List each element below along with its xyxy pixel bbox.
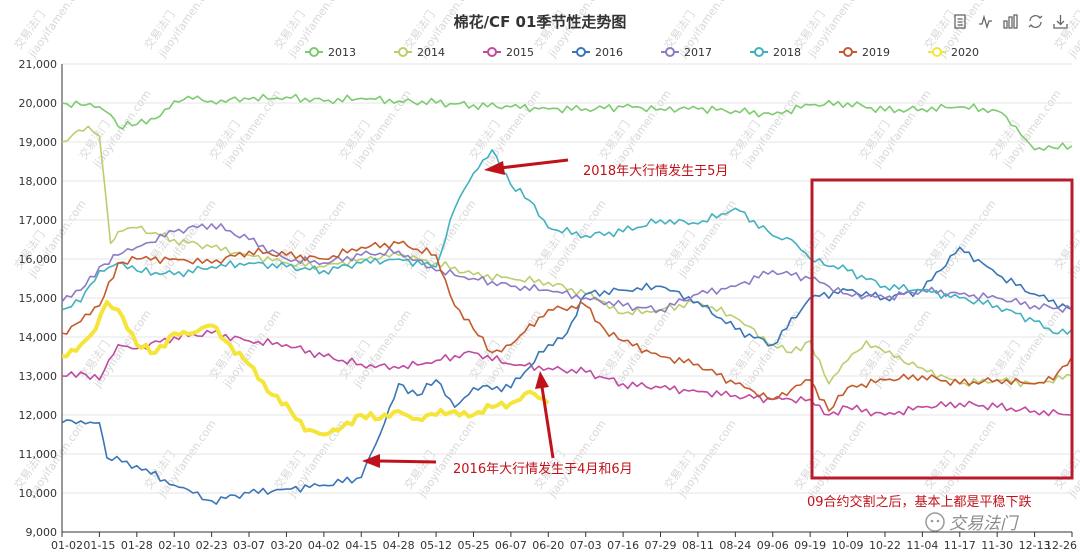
x-tick-label: 05-12 [420, 539, 452, 552]
save-icon[interactable] [1053, 15, 1068, 29]
legend[interactable]: 2013 2014 2015 2016 2017 2018 2019 2020 [305, 46, 979, 59]
series-line-2017 [61, 223, 1073, 314]
highlight-box [810, 178, 1074, 480]
legend-label: 2019 [862, 46, 890, 59]
x-tick-label: 09-06 [757, 539, 789, 552]
series-line-2019 [61, 240, 1073, 412]
y-tick-label: 19,000 [19, 136, 58, 149]
legend-label: 2014 [417, 46, 445, 59]
legend-marker [398, 47, 408, 57]
y-tick-label: 21,000 [19, 58, 58, 71]
legend-marker [576, 47, 586, 57]
logo: 交易法门 [925, 512, 1019, 534]
legend-label: 2018 [773, 46, 801, 59]
logo-text: 交易法门 [949, 514, 1019, 534]
x-tick-label: 10-22 [869, 539, 901, 552]
line-chart-icon[interactable] [979, 14, 992, 30]
annotation-arrow-2016-june [535, 371, 555, 459]
legend-marker [843, 47, 853, 57]
x-tick-label: 04-15 [345, 539, 377, 552]
legend-item-2017[interactable]: 2017 [661, 46, 712, 59]
annotation-2016: 2016年大行情发生于4月和6月 [453, 461, 633, 477]
grid-lines [62, 63, 1072, 533]
x-tick-label: 07-16 [607, 539, 639, 552]
y-tick-label: 17,000 [19, 214, 58, 227]
x-tick-label: 12-26 [1045, 539, 1077, 552]
chart-title: 棉花/CF 01季节性走势图 [454, 13, 627, 31]
annotation-delivery: 09合约交割之后，基本上都是平稳下跌 [807, 494, 1032, 510]
y-tick-label: 16,000 [19, 253, 58, 266]
y-tick-label: 15,000 [19, 292, 58, 305]
x-tick-label: 01-28 [121, 539, 153, 552]
y-axis-ticks: 9,000 10,000 11,000 12,000 13,000 14,000 15,00… [19, 58, 58, 539]
legend-marker [309, 47, 319, 57]
x-tick-label: 11-30 [981, 539, 1013, 552]
legend-item-2014[interactable]: 2014 [394, 46, 445, 59]
x-tick-label: 08-24 [719, 539, 751, 552]
x-tick-label: 06-20 [532, 539, 564, 552]
x-tick-label: 03-07 [233, 539, 265, 552]
legend-item-2018[interactable]: 2018 [750, 46, 801, 59]
y-tick-label: 12,000 [19, 409, 58, 422]
x-tick-label: 11-04 [906, 539, 938, 552]
y-tick-label: 14,000 [19, 331, 58, 344]
y-tick-label: 9,000 [26, 526, 58, 539]
x-tick-label: 07-29 [645, 539, 677, 552]
legend-item-2020[interactable]: 2020 [928, 46, 979, 59]
wechat-icon [925, 512, 945, 532]
legend-marker [665, 47, 675, 57]
x-tick-label: 12-13 [1019, 539, 1051, 552]
x-tick-label: 05-25 [457, 539, 489, 552]
x-tick-label: 06-07 [495, 539, 527, 552]
y-tick-label: 13,000 [19, 370, 58, 383]
x-tick-label: 01-15 [83, 539, 115, 552]
x-tick-label: 02-10 [158, 539, 190, 552]
annotation-2018: 2018年大行情发生于5月 [583, 163, 728, 179]
x-tick-label: 04-02 [308, 539, 340, 552]
series-line-2020 [61, 299, 550, 437]
series-line-2014 [61, 125, 1073, 388]
series-line-2018 [61, 149, 1073, 335]
series-lines [61, 93, 1073, 505]
toolbar [954, 14, 1068, 30]
y-tick-label: 11,000 [19, 448, 58, 461]
x-tick-label: 02-23 [196, 539, 228, 552]
legend-marker [754, 47, 764, 57]
series-line-2015 [61, 329, 1073, 417]
legend-label: 2016 [595, 46, 623, 59]
series-line-2013 [61, 93, 1073, 151]
annotation-arrow-2018 [484, 158, 569, 175]
legend-marker [487, 47, 497, 57]
legend-item-2013[interactable]: 2013 [305, 46, 356, 59]
legend-item-2016[interactable]: 2016 [572, 46, 623, 59]
x-tick-label: 11-17 [944, 539, 976, 552]
legend-item-2019[interactable]: 2019 [839, 46, 890, 59]
x-tick-label: 04-28 [383, 539, 415, 552]
restore-icon[interactable] [1028, 15, 1043, 28]
y-tick-label: 18,000 [19, 175, 58, 188]
data-view-icon[interactable] [954, 14, 966, 29]
x-tick-label: 03-20 [270, 539, 302, 552]
legend-label: 2020 [951, 46, 979, 59]
x-tick-label: 07-03 [570, 539, 602, 552]
y-tick-label: 10,000 [19, 487, 58, 500]
y-tick-label: 20,000 [19, 97, 58, 110]
x-tick-label: 10-09 [832, 539, 864, 552]
x-tick-label: 01-02 [51, 539, 83, 552]
x-tick-label: 09-19 [794, 539, 826, 552]
legend-label: 2015 [506, 46, 534, 59]
bar-chart-icon[interactable] [1003, 14, 1018, 29]
legend-marker [932, 47, 942, 57]
x-tick-label: 08-11 [682, 539, 714, 552]
legend-label: 2017 [684, 46, 712, 59]
legend-item-2015[interactable]: 2015 [483, 46, 534, 59]
x-axis-ticks: 01-02 01-15 01-28 02-10 02-23 03-07 03-20 04-02… [51, 532, 1077, 552]
annotation-arrow-2016-april [362, 454, 437, 468]
legend-label: 2013 [328, 46, 356, 59]
